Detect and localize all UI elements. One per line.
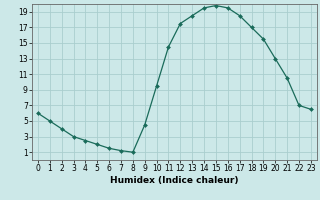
X-axis label: Humidex (Indice chaleur): Humidex (Indice chaleur) — [110, 176, 239, 185]
